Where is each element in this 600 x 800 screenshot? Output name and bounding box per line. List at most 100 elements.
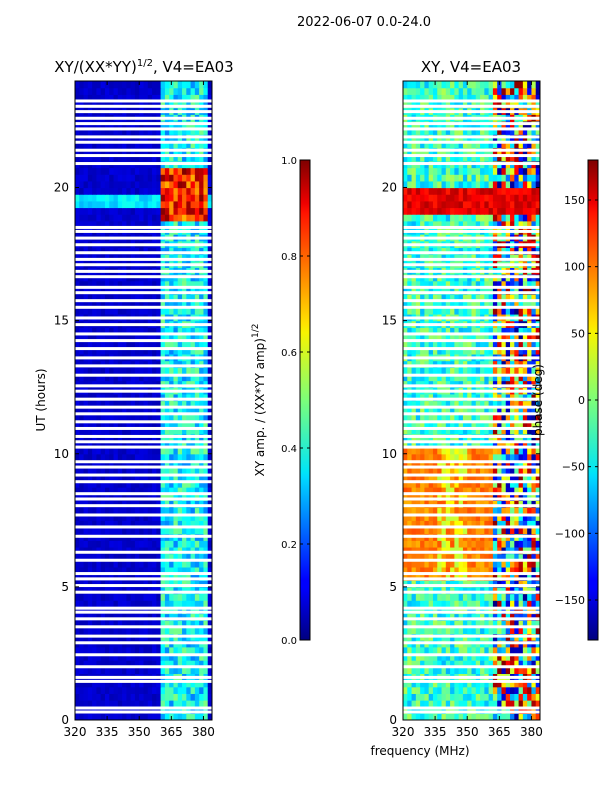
- heatmap-cell: [415, 526, 421, 535]
- heatmap-cell: [109, 493, 115, 501]
- heatmap-cell: [527, 686, 533, 694]
- heatmap-cell: [497, 606, 503, 615]
- heatmap-cell: [186, 327, 192, 335]
- heatmap-cell: [531, 393, 537, 402]
- heatmap-cell: [160, 413, 166, 422]
- heatmap-cell: [152, 407, 157, 415]
- heatmap-cell: [156, 487, 162, 495]
- heatmap-cell: [130, 220, 136, 229]
- heatmap-cell: [160, 460, 166, 468]
- heatmap-cell: [126, 367, 132, 375]
- heatmap-cell: [160, 593, 166, 601]
- heatmap-cell: [126, 140, 132, 149]
- heatmap-cell: [403, 540, 408, 548]
- heatmap-cell: [122, 593, 127, 601]
- heatmap-cell: [92, 453, 98, 462]
- heatmap-cell: [428, 360, 434, 368]
- heatmap-cell: [75, 666, 80, 675]
- heatmap-cell: [126, 333, 132, 342]
- heatmap-cell: [207, 473, 212, 481]
- heatmap-cell: [531, 487, 537, 495]
- heatmap-cell: [147, 606, 153, 615]
- heatmap-cell: [415, 540, 421, 548]
- heatmap-cell: [186, 360, 192, 368]
- heatmap-cell: [173, 440, 179, 448]
- heatmap-cell: [139, 380, 145, 388]
- heatmap-cell: [122, 254, 127, 262]
- heatmap-cell: [143, 586, 149, 595]
- heatmap-cell: [403, 513, 408, 521]
- heatmap-cell: [441, 526, 447, 535]
- heatmap-cell: [441, 347, 447, 355]
- heatmap-cell: [113, 254, 119, 262]
- heatmap-cell: [480, 700, 485, 708]
- heatmap-cell: [156, 700, 162, 708]
- heatmap-cell: [531, 360, 537, 368]
- heatmap-cell: [117, 254, 123, 262]
- heatmap-cell: [480, 660, 485, 668]
- heatmap-cell: [130, 294, 136, 302]
- heatmap-cell: [454, 413, 460, 422]
- heatmap-cell: [190, 507, 196, 515]
- heatmap-cell: [437, 586, 443, 595]
- heatmap-cell: [194, 493, 200, 501]
- heatmap-cell: [462, 480, 468, 488]
- heatmap-cell: [497, 427, 503, 435]
- heatmap-cell: [87, 200, 93, 209]
- heatmap-cell: [467, 620, 473, 628]
- heatmap-cell: [484, 520, 490, 528]
- heatmap-cell: [432, 686, 438, 694]
- heatmap-cell: [173, 280, 179, 288]
- heatmap-cell: [411, 447, 417, 455]
- heatmap-cell: [92, 526, 98, 535]
- heatmap-cell: [177, 200, 183, 209]
- heatmap-cell: [505, 487, 511, 495]
- heatmap-cell: [186, 154, 192, 162]
- heatmap-cell: [203, 573, 209, 581]
- heatmap-cell: [471, 467, 477, 475]
- heatmap-cell: [432, 367, 438, 375]
- heatmap-cell: [199, 580, 205, 588]
- heatmap-cell: [126, 686, 132, 694]
- heatmap-cell: [441, 660, 447, 668]
- heatmap-cell: [173, 593, 179, 601]
- heatmap-cell: [207, 413, 212, 422]
- heatmap-cell: [160, 660, 166, 668]
- heatmap-cell: [510, 593, 515, 601]
- heatmap-cell: [147, 100, 153, 109]
- heatmap-cell: [194, 207, 200, 215]
- heatmap-cell: [126, 440, 132, 448]
- heatmap-cell: [147, 586, 153, 595]
- heatmap-cell: [527, 393, 533, 402]
- heatmap-cell: [505, 420, 511, 428]
- heatmap-cell: [92, 294, 98, 302]
- heatmap-cell: [169, 447, 175, 455]
- heatmap-cell: [420, 520, 426, 528]
- heatmap-cell: [173, 660, 179, 668]
- heatmap-cell: [514, 473, 520, 481]
- heatmap-cell: [75, 220, 80, 229]
- heatmap-cell: [407, 680, 413, 688]
- heatmap-cell: [432, 413, 438, 422]
- heatmap-cell: [177, 686, 183, 694]
- heatmap-cell: [177, 680, 183, 688]
- heatmap-cell: [501, 400, 507, 408]
- heatmap-cell: [126, 666, 132, 675]
- heatmap-cell: [531, 680, 537, 688]
- heatmap-cell: [186, 87, 192, 95]
- heatmap-cell: [96, 287, 102, 295]
- heatmap-cell: [432, 606, 438, 615]
- heatmap-cell: [182, 713, 187, 720]
- heatmap-cell: [160, 287, 166, 295]
- heatmap-cell: [109, 214, 115, 222]
- heatmap-cell: [194, 327, 200, 335]
- heatmap-cell: [527, 473, 533, 481]
- heatmap-cell: [122, 367, 127, 375]
- heatmap-cell: [458, 473, 464, 481]
- heatmap-cell: [87, 473, 93, 481]
- heatmap-cell: [411, 693, 417, 701]
- heatmap-cell: [75, 140, 80, 149]
- heatmap-cell: [156, 207, 162, 215]
- heatmap-cell: [160, 127, 166, 135]
- heatmap-cell: [458, 400, 464, 408]
